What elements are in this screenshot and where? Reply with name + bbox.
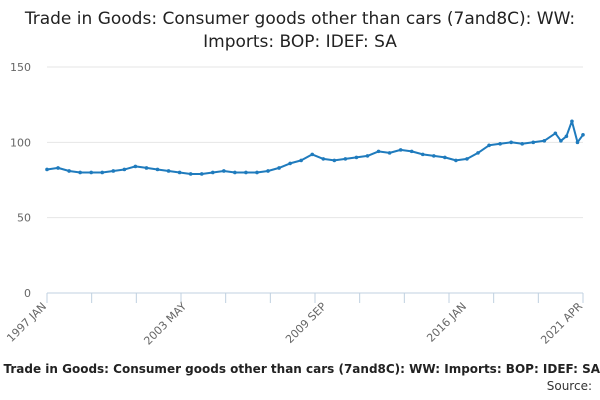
data-point: [210, 170, 215, 175]
data-point: [100, 170, 105, 175]
data-point: [509, 140, 513, 145]
data-point: [188, 172, 193, 176]
data-point: [321, 157, 326, 161]
data-point: [155, 167, 160, 172]
chart-caption: Trade in Goods: Consumer goods other tha…: [3, 362, 600, 376]
data-point: [233, 170, 237, 175]
data-point: [133, 164, 138, 169]
data-point: [45, 167, 49, 172]
x-axis: [46, 292, 584, 303]
y-tick-label: 100: [10, 136, 31, 149]
data-point: [570, 119, 574, 124]
series-line: [46, 120, 584, 175]
data-point: [409, 149, 414, 154]
data-point: [365, 154, 370, 158]
data-point: [476, 151, 480, 155]
data-point: [310, 152, 315, 157]
data-point: [487, 143, 491, 148]
data-point: [398, 148, 403, 152]
data-point: [575, 140, 580, 145]
data-point: [144, 166, 149, 170]
data-point: [343, 157, 348, 161]
data-point: [266, 169, 270, 173]
y-axis: 0 50 100 150: [10, 61, 31, 300]
gridlines: [47, 66, 583, 294]
chart-title: Trade in Goods: Consumer goods other tha…: [24, 9, 576, 52]
data-point: [222, 169, 226, 173]
data-point: [89, 170, 94, 175]
data-point: [255, 170, 259, 175]
x-tick-label: 1997 JAN: [4, 300, 49, 345]
data-point: [498, 142, 502, 146]
x-tick-label: 2021 APR: [538, 300, 585, 347]
data-point: [67, 169, 71, 173]
data-point: [111, 169, 116, 173]
data-point: [454, 158, 458, 163]
source-label: Source:: [546, 379, 592, 393]
data-point: [122, 167, 127, 172]
data-point: [553, 131, 558, 136]
data-point: [542, 139, 547, 143]
y-tick-label: 150: [10, 61, 31, 74]
data-point: [288, 161, 292, 166]
data-point: [166, 169, 171, 173]
data-point: [387, 151, 392, 155]
data-point: [376, 149, 381, 154]
x-tick-labels: 1997 JAN 2003 MAY 2009 SEP 2016 JAN 2021 APR: [4, 300, 585, 348]
data-point: [465, 157, 469, 161]
data-point: [354, 155, 359, 160]
data-point: [199, 172, 204, 176]
data-point: [581, 133, 585, 137]
data-point: [564, 134, 569, 139]
data-point: [432, 154, 436, 158]
data-point: [559, 139, 563, 143]
data-point: [277, 166, 281, 170]
data-point: [299, 158, 303, 163]
series-layer: [45, 119, 585, 176]
y-tick-label: 50: [17, 212, 31, 225]
data-point: [244, 170, 248, 175]
data-point: [78, 170, 82, 175]
x-tick-label: 2016 JAN: [424, 300, 469, 345]
x-tick-label: 2003 MAY: [141, 300, 189, 348]
x-tick-label: 2009 SEP: [283, 300, 329, 346]
data-point: [420, 152, 425, 157]
data-point: [443, 155, 447, 160]
data-point: [332, 158, 337, 163]
y-tick-label: 0: [24, 287, 31, 300]
data-point: [177, 170, 182, 175]
data-point: [531, 140, 536, 145]
data-point: [520, 142, 525, 146]
data-point: [56, 166, 60, 170]
